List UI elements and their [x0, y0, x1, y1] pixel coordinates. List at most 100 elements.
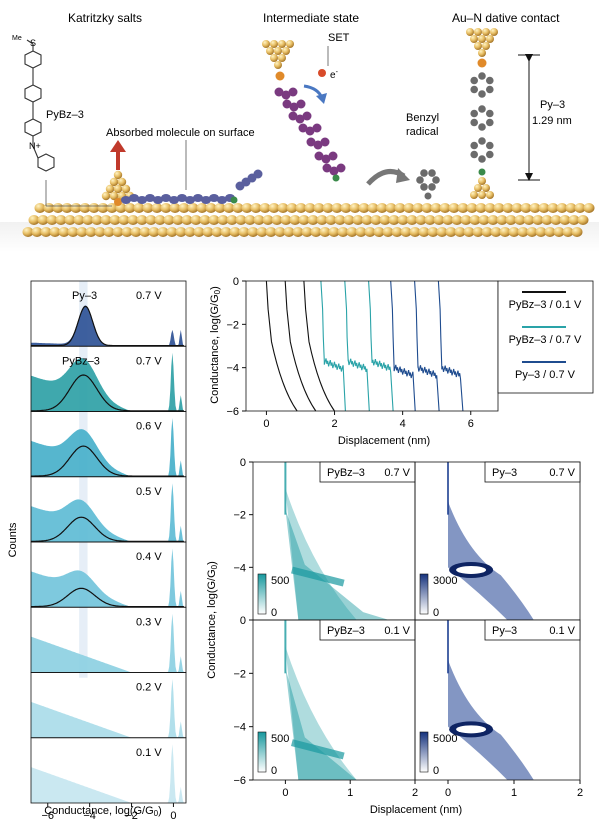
carbon-atom — [478, 105, 486, 113]
gold-atom — [544, 227, 556, 237]
gold-atom — [270, 40, 278, 48]
gold-atom — [274, 61, 282, 69]
gold-atom — [139, 227, 151, 237]
colorbar — [419, 573, 429, 615]
gold-atom — [307, 215, 319, 225]
label-absorbed-molecule: Absorbed molecule on surface — [106, 127, 255, 139]
carbon-atom — [470, 109, 479, 118]
heatmap-density — [284, 620, 390, 780]
trace-line — [320, 280, 346, 412]
gold-atom — [433, 215, 445, 225]
gold-atom — [109, 177, 119, 187]
conductance-traces: 0 2 4 6 0 −2 −4 −6 PyBz–3 / 0.1 V PyBz–3 / 0.7 V P… — [226, 276, 594, 430]
gold-atom — [550, 215, 562, 225]
molecule-atom — [169, 196, 179, 204]
nitrogen-atom — [230, 196, 238, 204]
x-tick-label: 2 — [412, 787, 418, 799]
gold-atom — [85, 227, 97, 237]
colorbar — [257, 573, 267, 615]
molecule-atom — [295, 114, 305, 124]
molecule-atom — [288, 111, 298, 121]
density-region — [285, 509, 390, 620]
gold-atom — [406, 215, 418, 225]
histogram-area — [31, 679, 186, 738]
gaussian-fit — [31, 516, 184, 542]
gold-atom — [478, 35, 486, 43]
plateau-peak — [456, 725, 487, 734]
gold-atom — [484, 203, 496, 213]
bias-label: 0.1 V — [136, 747, 162, 759]
carbon-atom — [485, 150, 494, 159]
gold-atom — [361, 215, 373, 225]
gold-atom — [103, 227, 115, 237]
trace-line — [437, 280, 464, 412]
legend-box — [497, 280, 594, 394]
molecule-atom — [129, 194, 139, 202]
gold-atom — [113, 170, 123, 180]
label-electron: e- — [330, 69, 339, 81]
carbon-atom — [485, 118, 494, 127]
map-xlabel: Displacement (nm) — [370, 804, 462, 816]
molecule-atom — [329, 166, 339, 176]
histogram-area — [31, 483, 186, 542]
molecule-atom — [217, 196, 227, 204]
gold-atom — [304, 203, 316, 213]
carbon-atom — [428, 183, 436, 191]
gold-atom — [331, 203, 343, 213]
gold-atom — [310, 227, 322, 237]
sulfur-atom — [275, 71, 285, 81]
molecule-atom — [193, 194, 203, 202]
gold-atom — [486, 35, 494, 43]
sulfur-atom — [114, 198, 122, 206]
gold-atom — [502, 203, 514, 213]
gold-atom — [436, 227, 448, 237]
heatmap-density — [284, 462, 390, 620]
map-label-box — [484, 619, 581, 641]
gold-atom — [457, 203, 469, 213]
x-tick-label: 4 — [400, 418, 406, 430]
gold-atom — [364, 227, 376, 237]
highlight-band — [79, 281, 88, 678]
molecular-junction — [466, 28, 498, 199]
gold-atom — [412, 203, 424, 213]
gold-atom — [559, 215, 571, 225]
legend-label: PyBz–3 / 0.7 V — [509, 334, 582, 346]
colorbar-min: 0 — [433, 607, 439, 619]
colorbar-min: 0 — [433, 765, 439, 777]
molecule-atom — [161, 194, 171, 202]
gold-atom — [496, 215, 508, 225]
heatmap-density — [447, 462, 534, 620]
gold-atom — [181, 215, 193, 225]
molecule-atom — [274, 87, 284, 97]
gold-atom — [247, 227, 259, 237]
y-tick-label: −2 — [233, 510, 246, 522]
gold-atom — [46, 215, 58, 225]
gold-atom — [289, 215, 301, 225]
molecule-atom — [137, 196, 147, 204]
gold-atom — [163, 215, 175, 225]
gold-atom — [70, 203, 82, 213]
trace-line — [284, 280, 317, 412]
gold-atom — [226, 215, 238, 225]
gold-atom — [316, 215, 328, 225]
gold-atom — [466, 203, 478, 213]
gold-atom — [535, 227, 547, 237]
molecule-atom — [253, 169, 263, 179]
colorbar-min: 0 — [271, 765, 277, 777]
map-bias-label: 0.7 V — [384, 467, 410, 479]
gold-atom — [112, 227, 124, 237]
gold-atom — [118, 215, 130, 225]
gold-atom — [22, 227, 34, 237]
label-methyl: Me — [12, 35, 22, 42]
gold-atom — [278, 54, 286, 62]
x-tick-label: 1 — [347, 787, 353, 799]
molecule-label: PyBz–3 — [62, 355, 100, 367]
carbon-atom — [478, 155, 486, 163]
gold-atom — [178, 203, 190, 213]
gold-atom — [37, 215, 49, 225]
gold-atom — [101, 191, 111, 201]
molecule-label: Py–3 — [72, 290, 97, 302]
gold-atom — [88, 203, 100, 213]
gold-atom — [403, 203, 415, 213]
histogram-area — [31, 352, 186, 412]
